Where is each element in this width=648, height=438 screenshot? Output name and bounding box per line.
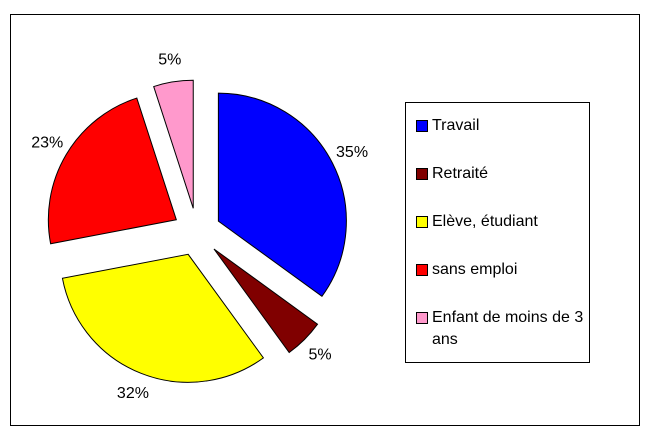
legend: Travail Retraité Elève, étudiant sans emplo… xyxy=(405,102,590,363)
legend-item: Elève, étudiant xyxy=(416,211,588,233)
data-label: 35% xyxy=(336,144,368,161)
legend-label: Elève, étudiant xyxy=(432,213,538,230)
legend-item: Retraité xyxy=(416,163,588,185)
legend-swatch xyxy=(416,120,428,132)
legend-swatch xyxy=(416,264,428,276)
legend-swatch xyxy=(416,312,428,324)
legend-swatch xyxy=(416,168,428,180)
data-label: 5% xyxy=(308,346,331,363)
data-label: 23% xyxy=(31,135,63,152)
legend-label: Travail xyxy=(432,117,480,134)
pie-slice xyxy=(153,79,194,209)
data-label: 5% xyxy=(158,51,181,68)
legend-item: sans emploi xyxy=(416,259,588,281)
pie-slice xyxy=(213,248,319,354)
legend-swatch xyxy=(416,216,428,228)
pie-slice xyxy=(47,97,177,245)
data-label: 32% xyxy=(117,385,149,402)
legend-item: Travail xyxy=(416,115,588,137)
pie-slice xyxy=(217,92,347,298)
legend-label: Enfant de moins de 3 ans xyxy=(432,309,584,348)
legend-label: Retraité xyxy=(432,165,489,182)
legend-item: Enfant de moins de 3 ans xyxy=(416,307,588,351)
pie-slice xyxy=(61,253,265,383)
legend-label: sans emploi xyxy=(432,261,518,278)
